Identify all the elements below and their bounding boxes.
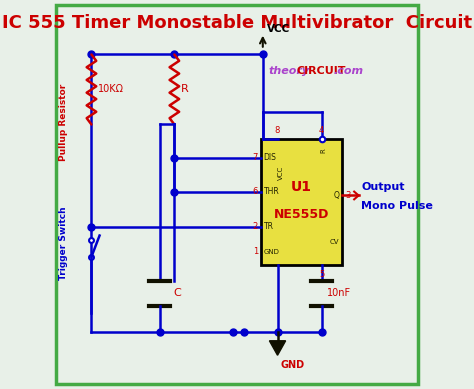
Text: theory: theory [268, 67, 310, 76]
Text: 1: 1 [253, 247, 258, 256]
Text: VCC: VCC [267, 25, 291, 34]
Text: 5: 5 [319, 270, 324, 279]
Text: Trigger Switch: Trigger Switch [59, 206, 68, 280]
Polygon shape [269, 341, 286, 355]
Text: 7: 7 [253, 153, 258, 162]
Text: NE555D: NE555D [274, 208, 329, 221]
Text: Q: Q [334, 191, 339, 200]
Text: .com: .com [334, 67, 364, 76]
Text: DIS: DIS [264, 153, 276, 162]
Text: U1: U1 [291, 180, 312, 194]
Text: 10nF: 10nF [327, 289, 351, 298]
Text: C: C [173, 289, 182, 298]
Text: GND: GND [281, 360, 305, 370]
Text: VCC: VCC [278, 166, 284, 180]
Text: 10KΩ: 10KΩ [98, 84, 124, 95]
Text: 3: 3 [345, 191, 350, 200]
Text: 6: 6 [253, 187, 258, 196]
Text: Output: Output [361, 182, 405, 192]
Text: 2: 2 [253, 223, 258, 231]
Text: 4: 4 [319, 126, 324, 135]
Text: IC 555 Timer Monostable Multivibrator  Circuit: IC 555 Timer Monostable Multivibrator Ci… [2, 14, 472, 32]
Text: CV: CV [330, 239, 339, 245]
Text: R: R [320, 149, 327, 153]
Text: CIRCUIT: CIRCUIT [297, 67, 346, 76]
Text: TR: TR [264, 223, 273, 231]
Text: Pullup Resistor: Pullup Resistor [59, 84, 68, 161]
Text: THR: THR [264, 187, 279, 196]
Text: GND: GND [264, 249, 279, 255]
Text: Mono Pulse: Mono Pulse [361, 201, 433, 211]
Bar [261, 139, 342, 265]
Text: 8: 8 [275, 126, 280, 135]
Text: R: R [181, 84, 189, 95]
